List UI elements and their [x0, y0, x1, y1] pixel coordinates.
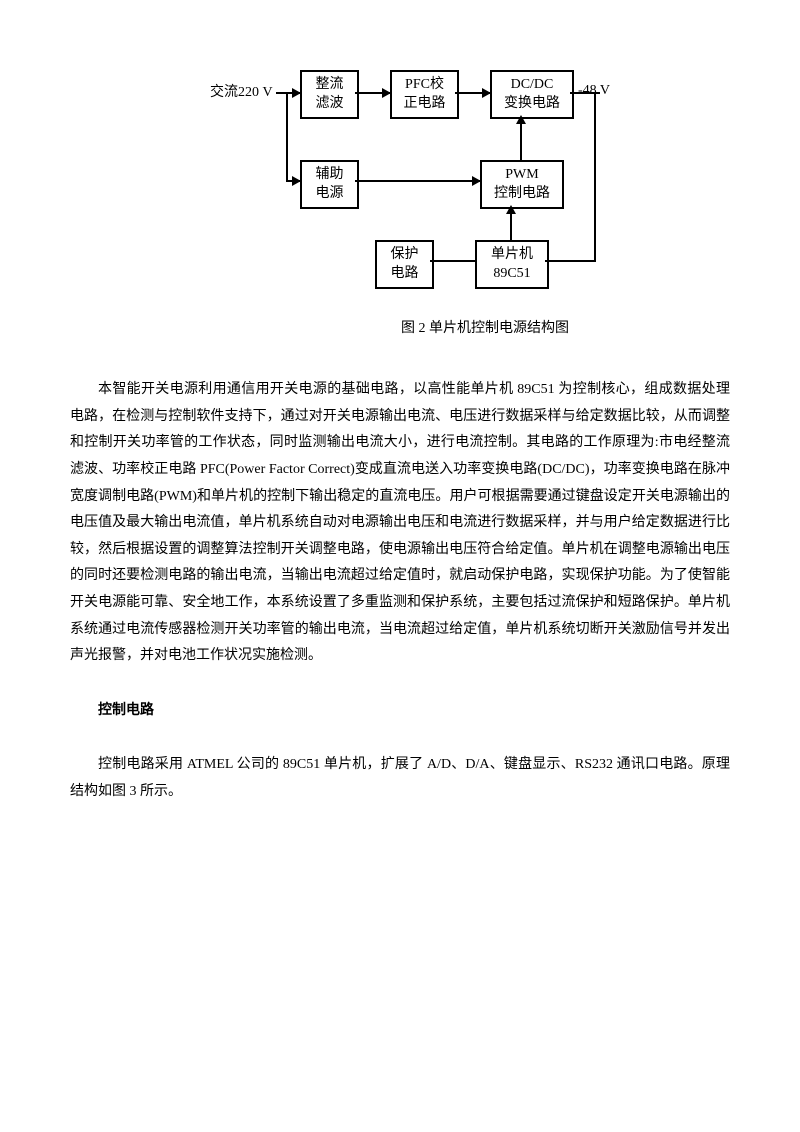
node-aux: 辅助 电源 [300, 160, 359, 209]
arrow-icon [472, 176, 481, 186]
edge [430, 260, 475, 262]
arrow-icon [292, 88, 301, 98]
edge [594, 92, 596, 262]
figure-caption: 图 2 单片机控制电源结构图 [240, 316, 730, 343]
edge [286, 92, 288, 182]
node-protect: 保护 电路 [375, 240, 434, 289]
edge [510, 210, 512, 240]
arrow-icon [482, 88, 491, 98]
edge [520, 120, 522, 160]
node-rectifier: 整流 滤波 [300, 70, 359, 119]
arrow-icon [506, 205, 516, 214]
arrow-icon [516, 115, 526, 124]
edge [355, 180, 480, 182]
node-mcu: 单片机 89C51 [475, 240, 549, 289]
section-heading: 控制电路 [98, 698, 730, 725]
node-pwm: PWM 控制电路 [480, 160, 564, 209]
node-dcdc: DC/DC 变换电路 [490, 70, 574, 119]
diagram-container: 交流220 V -48 V 整流 滤波 PFC校 正电路 DC/DC 变换电路 … [70, 60, 730, 301]
arrow-icon [382, 88, 391, 98]
arrow-icon [292, 176, 301, 186]
edge [545, 260, 596, 262]
block-diagram: 交流220 V -48 V 整流 滤波 PFC校 正电路 DC/DC 变换电路 … [200, 60, 600, 290]
node-pfc: PFC校 正电路 [390, 70, 459, 119]
paragraph-1: 本智能开关电源利用通信用开关电源的基础电路，以高性能单片机 89C51 为控制核… [70, 377, 730, 670]
input-label: 交流220 V [210, 80, 273, 107]
paragraph-2: 控制电路采用 ATMEL 公司的 89C51 单片机，扩展了 A/D、D/A、键… [70, 752, 730, 805]
